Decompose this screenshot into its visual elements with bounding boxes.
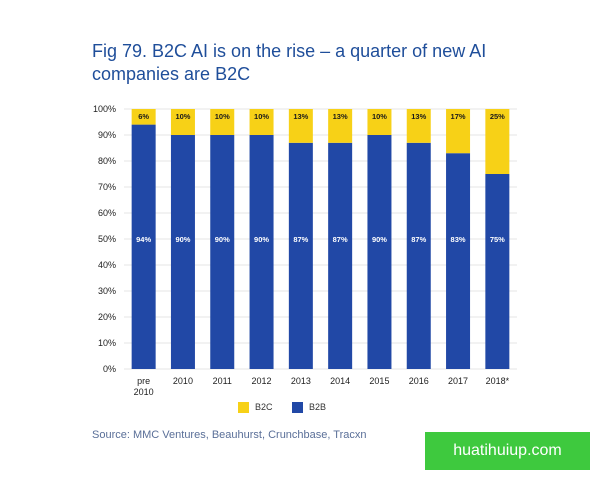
bar-b2c — [367, 109, 392, 135]
bar-b2b — [485, 174, 510, 369]
x-tick-label: 2010 — [173, 376, 193, 386]
y-tick-label: 90% — [98, 130, 116, 140]
data-label-b2c: 13% — [333, 112, 348, 121]
bar-b2c — [328, 109, 353, 143]
legend-swatch-b2b — [292, 402, 303, 413]
legend-label-b2c: B2C — [255, 402, 273, 412]
bar-b2b — [367, 135, 392, 369]
data-label-b2b: 90% — [254, 235, 269, 244]
y-tick-label: 60% — [98, 208, 116, 218]
bar-b2b — [210, 135, 235, 369]
x-tick-label-line: 2012 — [252, 376, 272, 386]
x-tick-label-line: 2018* — [486, 376, 510, 386]
bar-b2b — [249, 135, 274, 369]
x-tick-label: 2012 — [252, 376, 272, 386]
y-tick-label: 50% — [98, 234, 116, 244]
bar-b2c — [210, 109, 235, 135]
data-label-b2c: 10% — [254, 112, 269, 121]
data-label-b2c: 13% — [411, 112, 426, 121]
data-label-b2b: 94% — [136, 235, 151, 244]
y-tick-label: 100% — [93, 104, 116, 114]
data-label-b2c: 10% — [175, 112, 190, 121]
bar-b2c — [170, 109, 195, 135]
y-tick-label: 40% — [98, 260, 116, 270]
y-tick-label: 10% — [98, 338, 116, 348]
bar-b2c — [131, 109, 156, 125]
y-tick-label: 80% — [98, 156, 116, 166]
bar-b2b — [446, 153, 471, 369]
data-label-b2c: 10% — [372, 112, 387, 121]
data-label-b2b: 90% — [175, 235, 190, 244]
x-tick-label-line: 2015 — [369, 376, 389, 386]
x-tick-label-line: 2010 — [134, 387, 154, 397]
x-tick-label: 2016 — [409, 376, 429, 386]
x-tick-label-line: 2014 — [330, 376, 350, 386]
bar-b2c — [485, 109, 510, 174]
data-label-b2c: 25% — [490, 112, 505, 121]
y-tick-label: 20% — [98, 312, 116, 322]
bar-b2b — [288, 142, 313, 369]
x-tick-label-line: 2016 — [409, 376, 429, 386]
data-label-b2c: 6% — [138, 112, 149, 121]
watermark: huatihuiup.com — [425, 432, 590, 470]
x-tick-label: 2011 — [213, 376, 232, 386]
x-tick-label-line: 2013 — [291, 376, 311, 386]
x-tick-label: 2017 — [448, 376, 468, 386]
bar-b2c — [446, 109, 471, 154]
bar-b2b — [170, 135, 195, 369]
x-tick-label: pre 2010 — [134, 376, 154, 397]
bar-b2c — [288, 109, 313, 143]
data-label-b2b: 90% — [215, 235, 230, 244]
bar-b2b — [328, 142, 353, 369]
x-tick-label-line: pre — [137, 376, 150, 386]
bar-b2b — [406, 142, 431, 369]
data-label-b2b: 87% — [333, 235, 348, 244]
data-label-b2c: 10% — [215, 112, 230, 121]
data-label-b2b: 87% — [293, 235, 308, 244]
data-label-b2c: 17% — [451, 112, 466, 121]
legend-label-b2b: B2B — [309, 402, 327, 412]
bar-b2b — [131, 124, 156, 369]
x-tick-label: 2013 — [291, 376, 311, 386]
x-tick-label-line: 2010 — [173, 376, 193, 386]
data-label-b2b: 75% — [490, 235, 505, 244]
chart-title: Fig 79. B2C AI is on the rise – a quarte… — [92, 41, 487, 84]
source-note: Source: MMC Ventures, Beauhurst, Crunchb… — [92, 429, 367, 441]
y-tick-label: 70% — [98, 182, 116, 192]
bar-b2c — [406, 109, 431, 143]
x-tick-label: 2015 — [369, 376, 389, 386]
x-tick-label-line: 2017 — [448, 376, 468, 386]
data-label-b2b: 87% — [411, 235, 426, 244]
x-tick-label: 2014 — [330, 376, 350, 386]
bar-b2c — [249, 109, 274, 135]
stacked-bar-chart: 0% 10% 20% 30% 40% 50% 60% 70% 80% 90% 100% 94% 6% pr… — [93, 104, 517, 397]
data-label-b2b: 83% — [451, 235, 466, 244]
x-tick-label-line: 2011 — [213, 376, 232, 386]
data-label-b2c: 13% — [293, 112, 308, 121]
y-tick-label: 0% — [103, 364, 116, 374]
legend-swatch-b2c — [238, 402, 249, 413]
y-tick-label: 30% — [98, 286, 116, 296]
data-label-b2b: 90% — [372, 235, 387, 244]
x-tick-label: 2018* — [486, 376, 510, 386]
